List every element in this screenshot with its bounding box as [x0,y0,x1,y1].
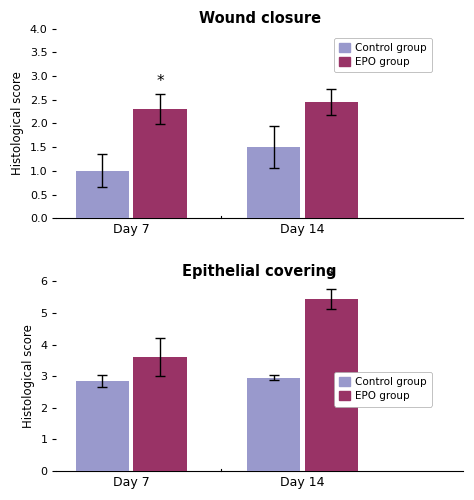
Legend: Control group, EPO group: Control group, EPO group [334,38,432,72]
Y-axis label: Histological score: Histological score [22,324,35,428]
Bar [76,381,129,471]
Bar [247,147,301,218]
Bar [76,171,129,218]
Y-axis label: Histological score: Histological score [11,72,24,176]
Bar [305,102,358,218]
Text: *: * [156,74,164,90]
Legend: Control group, EPO group: Control group, EPO group [334,372,432,406]
Title: Wound closure: Wound closure [199,11,321,26]
Bar [305,299,358,471]
Bar [134,358,187,471]
Title: Epithelial covering: Epithelial covering [182,264,337,279]
Bar [134,109,187,218]
Bar [247,378,301,471]
Text: *: * [328,269,335,284]
